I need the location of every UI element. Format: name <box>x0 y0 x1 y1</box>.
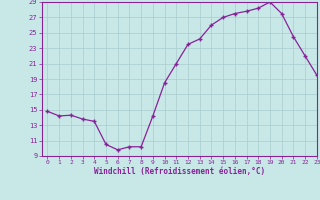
X-axis label: Windchill (Refroidissement éolien,°C): Windchill (Refroidissement éolien,°C) <box>94 167 265 176</box>
